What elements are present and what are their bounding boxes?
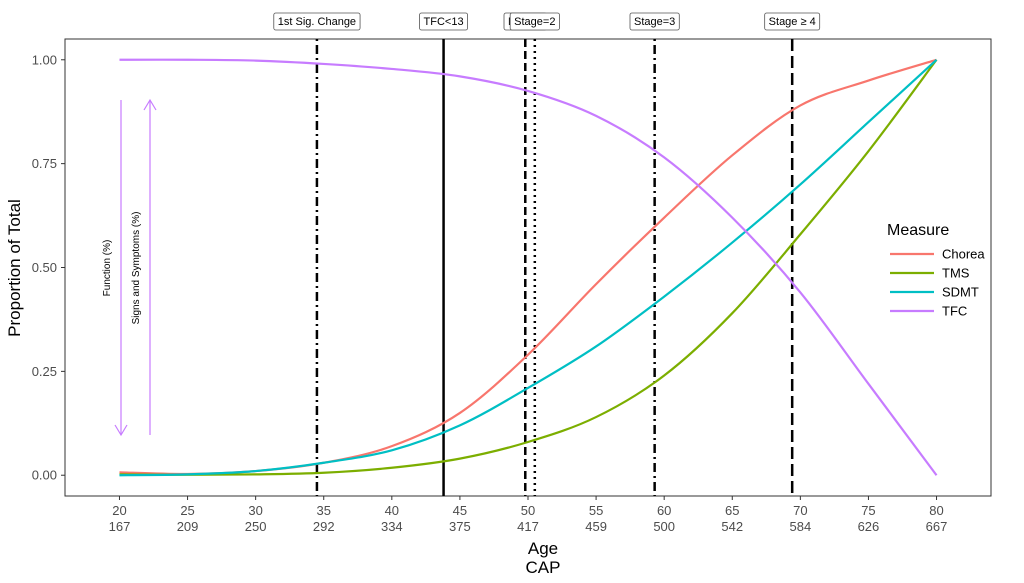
y-tick-label: 0.75 (32, 156, 57, 171)
panel-border (64, 38, 992, 497)
series-line-chorea (119, 58, 937, 476)
x-tick-label-age: 70 (793, 503, 807, 518)
vline-label-4: Stage=3 (634, 16, 675, 28)
y-tick-label: 1.00 (32, 52, 57, 67)
vline-label-box-0 (273, 12, 361, 31)
x-tick-label-cap: 459 (585, 519, 607, 534)
legend-label-sdmt: SDMT (942, 285, 979, 300)
y-tick-label: 0.50 (32, 260, 57, 275)
x-tick-label-cap: 542 (721, 519, 743, 534)
legend-label-chorea: Chorea (942, 247, 985, 262)
vline-label-5: Stage ≥ 4 (769, 16, 816, 28)
vline-label-box-3 (509, 12, 560, 31)
annotation-arrowhead-1 (143, 98, 157, 111)
x-tick-label-cap: 667 (926, 519, 948, 534)
x-tick-label-age: 35 (317, 503, 331, 518)
vline-label-1: TFC<13 (424, 16, 464, 28)
vline-label-box-4 (629, 12, 680, 31)
x-tick-label-cap: 209 (177, 519, 199, 534)
x-tick-label-age: 55 (589, 503, 603, 518)
x-tick-label-age: 40 (385, 503, 399, 518)
x-axis-subtitle: CAP (526, 558, 561, 577)
series-line-tms (119, 59, 938, 476)
legend-label-tfc: TFC (942, 304, 967, 319)
x-tick-label-cap: 500 (653, 519, 675, 534)
series-line-tfc (119, 58, 938, 476)
x-tick-label-age: 50 (521, 503, 535, 518)
x-tick-label-age: 80 (929, 503, 943, 518)
legend-title: Measure (887, 222, 949, 239)
x-tick-label-cap: 250 (245, 519, 267, 534)
x-tick-label-age: 30 (248, 503, 262, 518)
vline-label-0: 1st Sig. Change (278, 16, 356, 28)
vline-label-box-1 (419, 12, 468, 31)
x-tick-label-cap: 584 (790, 519, 812, 534)
x-tick-label-age: 20 (112, 503, 126, 518)
x-axis-title: Age (528, 539, 558, 558)
y-tick-label: 0.00 (32, 468, 57, 483)
vline-label-3: Stage=2 (514, 16, 555, 28)
y-tick-label: 0.25 (32, 364, 57, 379)
vline-label-box-5 (764, 12, 821, 31)
x-tick-label-age: 60 (657, 503, 671, 518)
x-tick-label-cap: 626 (858, 519, 880, 534)
x-tick-label-age: 25 (180, 503, 194, 518)
x-tick-label-cap: 417 (517, 519, 539, 534)
y-axis-title: Proportion of Total (5, 199, 24, 337)
annotation-arrowhead-0 (114, 424, 128, 437)
x-tick-label-age: 75 (861, 503, 875, 518)
annotation-label-0: Function (%) (102, 240, 113, 297)
series-line-sdmt (119, 58, 938, 477)
x-tick-label-cap: 375 (449, 519, 471, 534)
x-tick-label-cap: 167 (109, 519, 131, 534)
legend-label-tms: TMS (942, 266, 970, 281)
annotation-label-1: Signs and Symptoms (%) (131, 212, 142, 325)
x-tick-label-cap: 334 (381, 519, 403, 534)
x-tick-label-cap: 292 (313, 519, 335, 534)
x-tick-label-age: 45 (453, 503, 467, 518)
x-tick-label-age: 65 (725, 503, 739, 518)
